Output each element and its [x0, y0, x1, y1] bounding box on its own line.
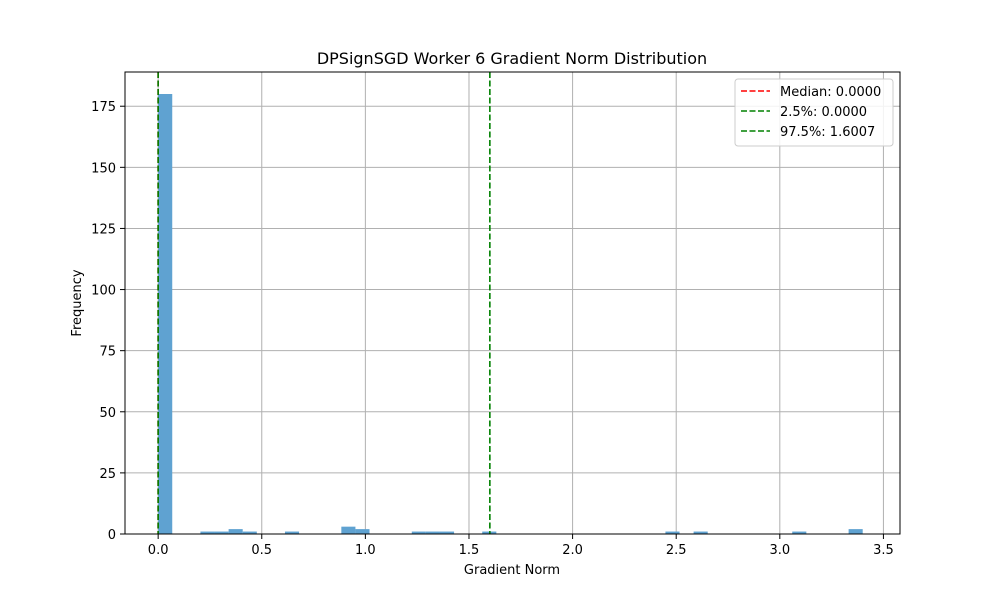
histogram-bar: [439, 531, 455, 534]
legend: Median: 0.0000 2.5%: 0.0000 97.5%: 1.6007: [734, 78, 894, 147]
x-tick-label: 3.5: [873, 543, 894, 558]
y-tick-label: 150: [91, 161, 116, 176]
histogram-bar: [341, 526, 356, 534]
histogram-bar: [242, 531, 257, 534]
histogram-bars: [158, 94, 863, 534]
legend-box: [734, 78, 894, 147]
legend-entry: 2.5%: 0.0000: [780, 105, 867, 120]
x-axis-label: Gradient Norm: [464, 563, 560, 578]
legend-entry: Median: 0.0000: [780, 85, 881, 100]
chart-title: DPSignSGD Worker 6 Gradient Norm Distrib…: [317, 49, 707, 68]
y-tick-label: 50: [99, 406, 116, 421]
x-tick-label: 2.0: [562, 543, 583, 558]
histogram-bar: [792, 531, 807, 534]
x-tick-label: 1.5: [459, 543, 480, 558]
x-tick-label: 2.5: [666, 543, 687, 558]
x-tick-label: 0.0: [148, 543, 169, 558]
y-tick-label: 25: [99, 467, 116, 482]
y-axis-label: Frequency: [70, 269, 85, 336]
y-tick-label: 125: [91, 222, 116, 237]
plot-frame: [124, 71, 901, 535]
y-tick-label: 0: [108, 528, 116, 543]
x-axis-ticks: 0.0 0.5 1.0 1.5 2.0 2.5 3.0 3.5: [148, 534, 894, 558]
y-tick-label: 100: [91, 284, 116, 299]
histogram-bar: [284, 531, 300, 534]
grid: [125, 72, 900, 535]
histogram-bar: [158, 94, 173, 534]
histogram-bar: [425, 531, 440, 534]
histogram-bar: [848, 529, 863, 534]
legend-entry: 97.5%: 1.6007: [780, 125, 875, 140]
y-tick-label: 75: [99, 345, 116, 360]
histogram-bar: [665, 531, 680, 534]
histogram-bar: [214, 531, 229, 534]
x-tick-label: 3.0: [769, 543, 790, 558]
reference-lines: [157, 72, 491, 534]
histogram-bar: [355, 529, 370, 534]
y-axis-ticks: 0 25 50 75 100 125 150 175: [91, 100, 125, 543]
histogram-bar: [228, 529, 243, 534]
histogram-bar: [693, 531, 708, 534]
histogram-bar: [200, 531, 215, 534]
y-tick-label: 175: [91, 100, 116, 115]
x-tick-label: 1.0: [355, 543, 376, 558]
histogram-bar: [411, 531, 426, 534]
x-tick-label: 0.5: [251, 543, 272, 558]
